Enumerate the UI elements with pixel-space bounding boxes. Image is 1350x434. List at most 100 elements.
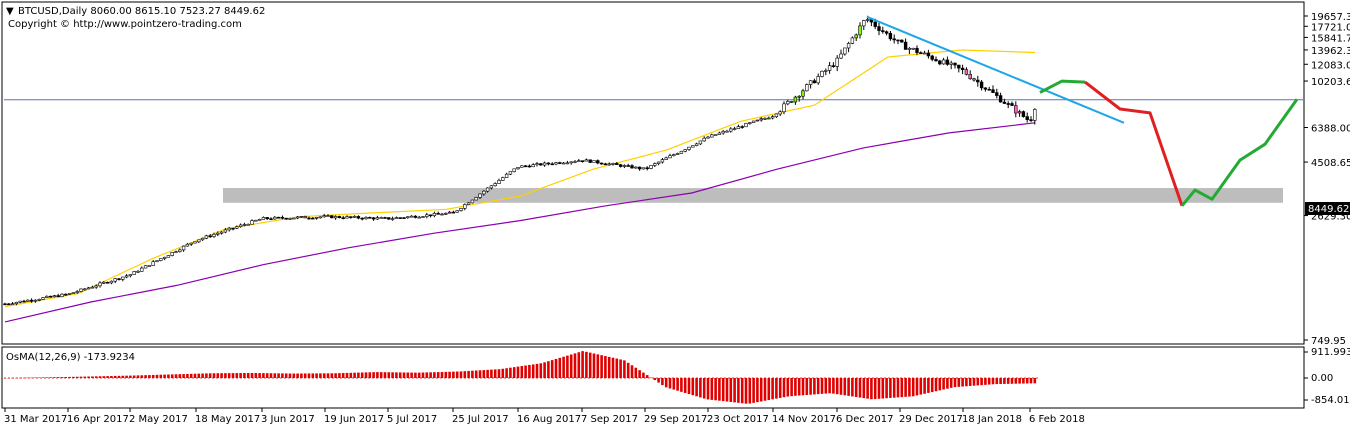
- osma-bar: [463, 371, 467, 378]
- candle-body: [181, 245, 186, 251]
- osma-bar: [512, 367, 516, 378]
- current-price-box: [1305, 202, 1350, 215]
- osma-bar: [231, 373, 235, 378]
- candle-body: [991, 89, 995, 93]
- candle-body: [227, 227, 231, 231]
- candle-body: [934, 59, 938, 62]
- osma-bar: [3, 378, 7, 379]
- osma-bar: [721, 378, 725, 402]
- candle-body: [827, 65, 832, 71]
- osma-bar: [1014, 378, 1018, 384]
- candle-body: [512, 168, 516, 172]
- candle-body: [22, 300, 26, 303]
- osma-bar: [284, 373, 288, 378]
- candle-body: [945, 59, 950, 65]
- candle-body: [542, 162, 547, 166]
- candle-body: [588, 159, 592, 163]
- candle-body: [656, 161, 661, 164]
- y-tick-label: 17721.05: [1311, 22, 1350, 33]
- candle-body: [694, 143, 699, 146]
- candle-body: [725, 130, 729, 133]
- x-tick-label: 2 May 2017: [129, 414, 188, 425]
- osma-bar: [680, 378, 683, 392]
- candle-body: [3, 303, 7, 306]
- candle-body: [824, 70, 828, 72]
- candle-body: [216, 232, 220, 235]
- osma-bar: [638, 370, 641, 378]
- candle-body: [744, 123, 748, 128]
- candle-body: [622, 165, 627, 167]
- candle-body: [820, 70, 824, 77]
- osma-bar: [854, 378, 858, 397]
- candle-body: [1033, 109, 1037, 121]
- osma-bar: [330, 373, 334, 378]
- osma-bar: [782, 378, 786, 398]
- candle-body: [873, 21, 877, 27]
- osma-bar: [653, 378, 657, 381]
- candle-body: [257, 219, 262, 221]
- osma-bar: [341, 373, 345, 378]
- osma-bar: [1033, 378, 1037, 384]
- osma-bar: [68, 376, 71, 378]
- candle-body: [379, 217, 383, 219]
- osma-bar: [600, 355, 603, 378]
- osma-bar: [630, 365, 634, 378]
- candle-body: [299, 216, 304, 218]
- candle-body: [987, 88, 991, 91]
- candle-body: [330, 215, 334, 219]
- candle-body: [242, 224, 247, 226]
- header-arrow-icon[interactable]: ▼: [6, 6, 14, 17]
- osma-bar: [132, 375, 136, 378]
- osma-bar: [805, 378, 809, 395]
- main-plot-frame: [1, 1, 1305, 345]
- osma-bar: [714, 378, 717, 401]
- copyright-text: Copyright © http://www.pointzero-trading…: [8, 19, 242, 30]
- candle-body: [280, 216, 285, 219]
- osma-bar: [683, 378, 687, 393]
- candle-body: [151, 261, 155, 266]
- osma-bar: [516, 366, 520, 378]
- osma-bar: [1006, 378, 1010, 384]
- candle-body: [371, 217, 376, 220]
- osma-bar: [174, 374, 178, 378]
- y-tick-label: 15841.71: [1311, 33, 1350, 44]
- osma-bar: [322, 373, 326, 378]
- osma-bar: [474, 370, 478, 378]
- candle-body: [592, 160, 596, 163]
- osma-bar: [896, 378, 900, 398]
- osma-bar: [1010, 378, 1014, 384]
- candle-body: [949, 62, 953, 65]
- candle-body: [630, 165, 634, 169]
- y-tick-label: 749.95: [1311, 336, 1346, 347]
- candle-body: [903, 41, 908, 50]
- osma-bar: [892, 378, 896, 398]
- candle-body: [911, 47, 915, 50]
- osma-bar: [889, 378, 892, 398]
- osma-bar: [414, 372, 417, 378]
- candle-body: [178, 249, 182, 252]
- candle-body: [835, 57, 839, 67]
- osma-bar: [980, 378, 983, 386]
- osma-bar: [246, 372, 250, 378]
- osma-bar: [220, 373, 223, 378]
- osma-bar: [816, 378, 820, 395]
- candle-body: [839, 53, 843, 59]
- candle-body: [37, 299, 41, 301]
- osma-bar: [159, 374, 163, 378]
- x-tick-label: 5 Jul 2017: [387, 414, 437, 425]
- candle-body: [447, 211, 452, 214]
- candle-body: [425, 214, 429, 217]
- x-tick-label: 18 Jan 2018: [962, 414, 1022, 425]
- osma-bar: [961, 378, 964, 387]
- candle-body: [626, 165, 630, 167]
- candle-body: [1029, 119, 1033, 121]
- osma-bar: [37, 377, 41, 379]
- osma-bar: [744, 378, 748, 404]
- candle-body: [607, 163, 611, 166]
- candle-body: [238, 224, 243, 228]
- candle-body: [953, 62, 957, 66]
- candle-body: [189, 242, 193, 245]
- osma-bar: [756, 378, 759, 403]
- candle-body: [702, 137, 706, 142]
- osma-bar: [379, 372, 383, 378]
